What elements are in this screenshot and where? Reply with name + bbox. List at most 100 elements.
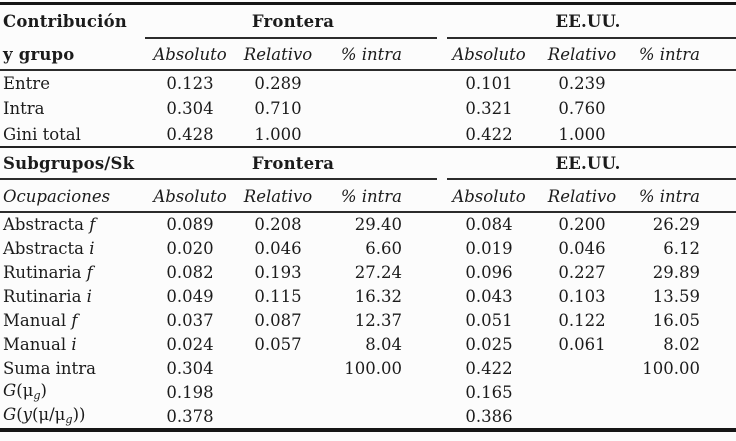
table-cell: 1.000 <box>254 124 302 144</box>
row-label: G(μg) <box>0 381 146 402</box>
subheader-absoluto-frontera: Absoluto <box>153 44 227 64</box>
table-cell: 0.321 <box>465 99 513 118</box>
row-label: Manual i <box>0 335 146 354</box>
table-cell: 26.29 <box>652 214 700 234</box>
row-label: Rutinaria i <box>0 287 146 306</box>
label-fragment: Manual <box>3 310 72 330</box>
table-cell: 0.123 <box>166 73 214 93</box>
label-fragment: f <box>89 214 96 234</box>
table-cell: 0.043 <box>465 286 513 306</box>
label-fragment: G <box>3 405 17 425</box>
table-cell: 0.386 <box>465 406 513 426</box>
table-cell: 100.00 <box>344 358 402 378</box>
label-fragment: Gini total <box>3 124 81 144</box>
label-fragment: y <box>22 405 32 425</box>
table-cell: 0.200 <box>558 214 606 234</box>
table-cell: 0.084 <box>465 214 513 234</box>
row-label: Manual f <box>0 311 146 330</box>
table-cell: 0.428 <box>166 124 214 144</box>
table-cell: 0.122 <box>558 310 606 330</box>
table-cell: 6.60 <box>365 238 402 258</box>
label-fragment: Entre <box>3 73 50 93</box>
label-fragment: (μ/μ <box>31 405 66 425</box>
label-fragment: Rutinaria <box>3 286 87 306</box>
subheader-intra-frontera: % intra <box>340 44 402 64</box>
section2-group-header-row: Subgrupos/Sk Frontera EE.UU. <box>0 147 736 180</box>
group-header-frontera-2: Frontera <box>251 154 335 173</box>
table-cell: 27.24 <box>354 262 402 282</box>
group-header-eeuu: EE.UU. <box>555 12 621 31</box>
label-fragment: ( <box>16 405 23 425</box>
row-label: Abstracta f <box>0 215 146 234</box>
table-cell: 6.12 <box>663 238 700 258</box>
table-cell: 0.096 <box>465 262 513 282</box>
subheader-rule-1 <box>0 69 736 71</box>
table-cell: 0.208 <box>254 214 302 234</box>
table-cell: 0.422 <box>465 358 513 378</box>
subheader-absoluto-frontera-2: Absoluto <box>153 186 227 206</box>
table-cell: 0.101 <box>465 73 513 93</box>
label-fragment: Manual <box>3 334 72 354</box>
row-label: Suma intra <box>0 359 146 378</box>
label-fragment: Suma intra <box>3 358 96 378</box>
table-cell: 0.378 <box>166 406 214 426</box>
table-cell: 16.32 <box>354 286 402 306</box>
table-cell: 29.40 <box>354 214 402 234</box>
table-cell: 0.103 <box>558 286 606 306</box>
table-row-intra: Intra 0.304 0.710 0.321 0.760 <box>0 96 736 121</box>
table-row-abstracta-i: Abstracta i 0.020 0.046 6.60 0.019 0.046… <box>0 236 736 260</box>
label-fragment: f <box>71 310 78 330</box>
group-header-eeuu-2: EE.UU. <box>555 154 621 173</box>
table-cell: 0.037 <box>166 310 214 330</box>
table-row-suma-intra: Suma intra 0.304 100.00 0.422 100.00 <box>0 356 736 380</box>
label-fragment: f <box>86 262 93 282</box>
table-row-rutinaria-i: Rutinaria i 0.049 0.115 16.32 0.043 0.10… <box>0 284 736 308</box>
table-content: Contribución Frontera EE.UU. y grupo Abs… <box>0 5 736 428</box>
table-cell: 29.89 <box>652 262 700 282</box>
table-cell: 0.025 <box>465 334 513 354</box>
table-cell: 16.05 <box>652 310 700 330</box>
table-cell: 0.089 <box>166 214 214 234</box>
label-fragment: i <box>71 334 77 354</box>
table-cell: 0.239 <box>558 73 606 93</box>
subheader-intra-eeuu: % intra <box>638 44 700 64</box>
table-cell: 0.304 <box>166 99 214 118</box>
table-cell: 0.198 <box>166 382 214 402</box>
subheader-relativo-frontera: Relativo <box>243 44 313 64</box>
section1-group-header-row: Contribución Frontera EE.UU. <box>0 5 736 38</box>
eeuu-underline-1 <box>447 37 736 39</box>
subheader-relativo-eeuu-2: Relativo <box>547 186 617 206</box>
table-cell: 0.422 <box>465 124 513 144</box>
table-cell: 0.115 <box>254 286 302 306</box>
subheader-relativo-eeuu: Relativo <box>547 44 617 64</box>
label-fragment: ) <box>40 381 47 401</box>
row-label: Intra <box>0 99 146 118</box>
table-cell: 0.051 <box>465 310 513 330</box>
subheader-absoluto-eeuu: Absoluto <box>452 44 526 64</box>
row-label: Entre <box>0 74 146 93</box>
table-cell: 100.00 <box>642 358 700 378</box>
label-fragment: Abstracta <box>3 238 90 258</box>
subheader-rule-2 <box>0 211 736 213</box>
frontera-underline-1 <box>145 37 437 39</box>
table-cell: 0.061 <box>558 334 606 354</box>
section2-subheader-row: Ocupaciones Absoluto Relativo % intra Ab… <box>0 180 736 212</box>
table-cell: 0.289 <box>254 73 302 93</box>
table-cell: 0.193 <box>254 262 302 282</box>
table-cell: 0.082 <box>166 262 214 282</box>
label-fragment: )) <box>72 405 86 425</box>
table-row-g-mu: G(μg) 0.198 0.165 <box>0 380 736 404</box>
label-fragment: i <box>89 238 95 258</box>
row-label: Gini total <box>0 125 146 144</box>
label-fragment: i <box>86 286 92 306</box>
row-label: Rutinaria f <box>0 263 146 282</box>
table-row-manual-f: Manual f 0.037 0.087 12.37 0.051 0.122 1… <box>0 308 736 332</box>
bottom-rule <box>0 428 736 432</box>
table-row-gini-total: Gini total 0.428 1.000 0.422 1.000 <box>0 121 736 147</box>
row-label: Abstracta i <box>0 239 146 258</box>
table-row-rutinaria-f: Rutinaria f 0.082 0.193 27.24 0.096 0.22… <box>0 260 736 284</box>
table-cell: 12.37 <box>354 310 402 330</box>
table-row-manual-i: Manual i 0.024 0.057 8.04 0.025 0.061 8.… <box>0 332 736 356</box>
table-cell: 0.165 <box>465 382 513 402</box>
